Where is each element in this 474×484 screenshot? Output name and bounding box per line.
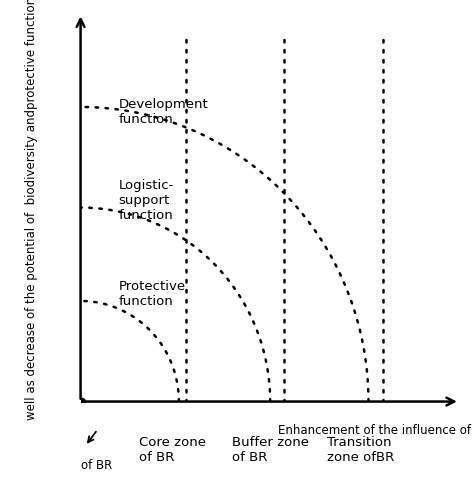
Text: Core zone
of BR: Core zone of BR [139,435,206,463]
Text: Development
function: Development function [118,97,208,125]
Text: of BR: of BR [81,458,112,471]
Text: Transition
zone of​BR: Transition zone of​BR [327,435,394,463]
Text: Logistic-
support
function: Logistic- support function [118,179,174,222]
Text: Protective
function: Protective function [118,279,186,307]
Text: well as decrease of the potential of  biodiversity andprotective function: well as decrease of the potential of bio… [25,0,38,419]
Text: Enhancement of the influence of the mechanismof time-spatial: Enhancement of the influence of the mech… [278,423,474,436]
Text: Buffer zone
of BR: Buffer zone of BR [232,435,309,463]
